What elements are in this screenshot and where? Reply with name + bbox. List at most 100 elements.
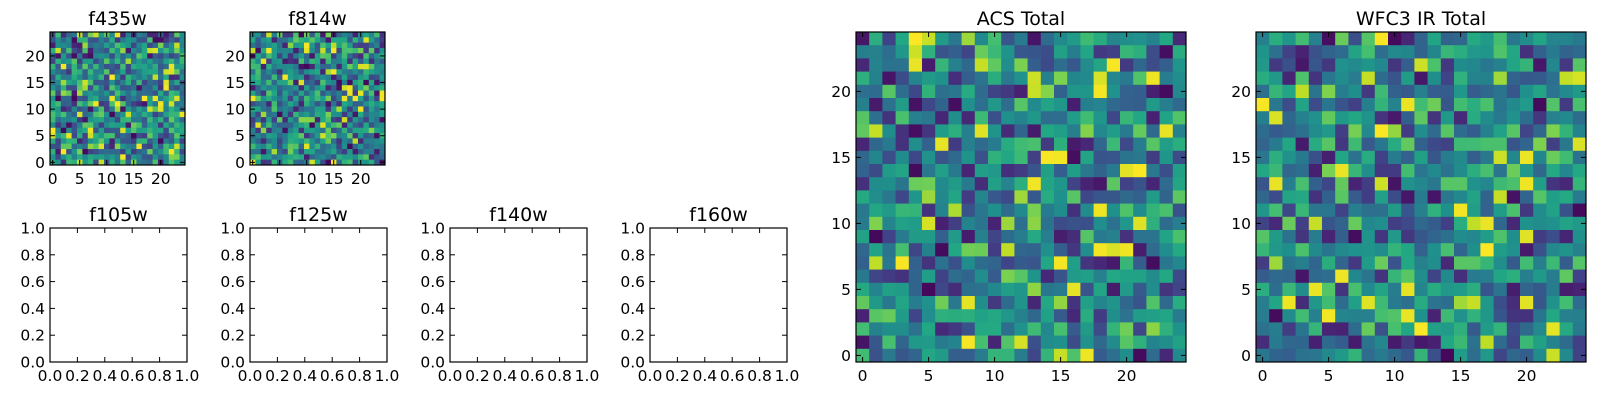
y-tick-label: 5 [1241, 281, 1251, 299]
heatmap-cell [141, 53, 148, 59]
heatmap-cell [125, 106, 132, 113]
heatmap-cell [935, 243, 949, 257]
heatmap-cell [1106, 84, 1121, 99]
heatmap-cell [98, 143, 105, 150]
heatmap-cell [125, 47, 132, 54]
heatmap-cell [352, 133, 359, 139]
heatmap-cell [1348, 335, 1362, 350]
heatmap-cell [1106, 296, 1121, 310]
heatmap-cell [60, 143, 67, 150]
heatmap-cell [895, 309, 910, 323]
heatmap-cell [1533, 256, 1547, 270]
heatmap-cell [1374, 58, 1389, 72]
heatmap-cell [1480, 164, 1494, 178]
heatmap-cell [374, 101, 380, 107]
heatmap-cell [131, 37, 137, 44]
heatmap-cell [1282, 335, 1296, 350]
heatmap-cell [1480, 84, 1494, 99]
heatmap-cell [1374, 84, 1389, 99]
heatmap-cell [309, 101, 316, 107]
heatmap-cell [260, 111, 267, 118]
x-tick-label: 15 [124, 170, 144, 188]
heatmap-cell [1440, 282, 1455, 297]
heatmap-cell [922, 71, 936, 86]
heatmap-cell [60, 63, 67, 70]
heatmap-cell [1454, 335, 1468, 350]
heatmap-cell [104, 138, 110, 145]
heatmap-cell [974, 71, 989, 86]
heatmap-cell [379, 69, 386, 75]
heatmap-cell [131, 53, 137, 59]
heatmap-cell [1080, 71, 1094, 86]
heatmap-cell [1295, 282, 1310, 297]
heatmap-cell [1120, 269, 1134, 284]
heatmap-cell [1348, 230, 1362, 244]
heatmap-cell [1506, 322, 1521, 336]
heatmap-cell [922, 190, 936, 204]
heatmap-cell [1520, 335, 1534, 350]
heatmap-cell [1506, 335, 1521, 350]
heatmap-cell [961, 296, 976, 310]
heatmap-cell [363, 95, 370, 102]
y-tick-label: 10 [225, 101, 245, 119]
heatmap-cell [1493, 296, 1508, 310]
heatmap-cell [1014, 111, 1028, 125]
heatmap-cell [136, 79, 143, 86]
heatmap-cell [255, 106, 262, 113]
heatmap-cell [1054, 150, 1068, 165]
heatmap-cell [341, 37, 348, 44]
heatmap-cell [1335, 335, 1349, 350]
heatmap-cell [1454, 296, 1468, 310]
heatmap-cell [152, 90, 159, 97]
heatmap-cell [125, 69, 132, 75]
heatmap-cell [869, 216, 883, 231]
heatmap-cell [163, 127, 170, 134]
heatmap-cell [908, 348, 923, 363]
heatmap-cell [1295, 71, 1310, 86]
heatmap-cell [174, 32, 180, 38]
heatmap-cell [1295, 322, 1310, 336]
heatmap-cell [77, 95, 83, 102]
heatmap-cell [71, 37, 78, 44]
heatmap-cell [1335, 84, 1349, 99]
heatmap-cell [109, 149, 116, 155]
heatmap-cell [1027, 203, 1042, 218]
heatmap-cell [1093, 84, 1108, 99]
heatmap-cell [55, 47, 62, 54]
heatmap-cell [1322, 348, 1336, 363]
heatmap-cell [922, 322, 936, 336]
heatmap-cell [974, 32, 989, 46]
heatmap-cell [341, 117, 348, 123]
heatmap-cell [1093, 269, 1108, 284]
heatmap-cell [1440, 203, 1455, 218]
heatmap-cell [935, 98, 949, 112]
heatmap-cell [1414, 98, 1428, 112]
heatmap-cell [1133, 58, 1147, 72]
heatmap-cell [174, 74, 180, 81]
heatmap-cell [856, 124, 870, 138]
heatmap-cell [158, 47, 164, 54]
y-tick-label: 0.6 [20, 273, 45, 291]
heatmap-cell [1480, 216, 1494, 231]
heatmap-cell [341, 154, 348, 161]
heatmap-cell [1533, 269, 1547, 284]
heatmap-cell [260, 149, 267, 155]
heatmap-cell [271, 63, 278, 70]
heatmap-cell [895, 111, 910, 125]
heatmap-cell [114, 74, 121, 81]
heatmap-cell [1454, 269, 1468, 284]
heatmap-cell [1308, 32, 1323, 46]
heatmap-cell [1146, 296, 1160, 310]
heatmap-cell [974, 335, 989, 350]
heatmap-cell [1506, 269, 1521, 284]
heatmap-cell [922, 216, 936, 231]
heatmap-cell [856, 177, 870, 191]
heatmap-cell [379, 95, 386, 102]
heatmap-cell [1027, 164, 1042, 178]
heatmap-cell [1256, 32, 1270, 46]
heatmap-cell [1067, 190, 1081, 204]
heatmap-cell [282, 159, 289, 166]
heatmap-cell [1040, 296, 1055, 310]
heatmap-cell [1454, 203, 1468, 218]
heatmap-cell [368, 122, 375, 129]
